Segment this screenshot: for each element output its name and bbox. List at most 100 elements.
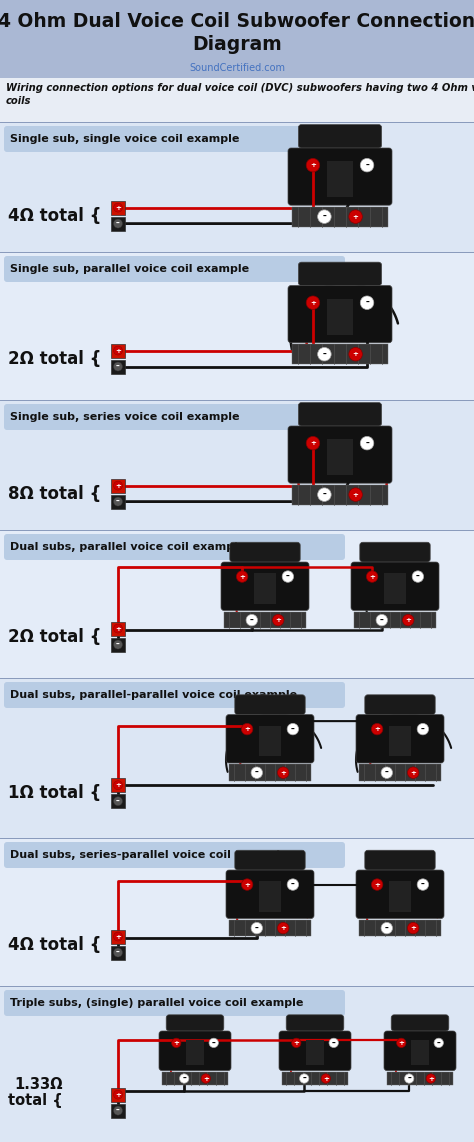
FancyBboxPatch shape [4, 404, 345, 431]
Circle shape [246, 614, 257, 626]
Circle shape [318, 210, 331, 224]
Circle shape [318, 347, 331, 361]
Bar [111, 1087, 125, 1102]
Text: +: + [310, 299, 316, 306]
Text: +: + [280, 925, 286, 931]
Circle shape [113, 932, 122, 941]
Text: –: – [116, 797, 120, 806]
Bar [327, 298, 353, 335]
Circle shape [349, 347, 362, 361]
Bar [0, 252, 474, 400]
Text: Single sub, series voice coil example: Single sub, series voice coil example [10, 412, 239, 423]
Bar [224, 612, 306, 628]
Circle shape [113, 797, 122, 805]
Circle shape [417, 879, 428, 891]
Text: +: + [398, 1040, 404, 1046]
Text: 2Ω total {: 2Ω total { [8, 628, 101, 645]
Circle shape [404, 1073, 414, 1084]
Text: +: + [173, 1040, 179, 1046]
Text: SoundCertified.com: SoundCertified.com [189, 63, 285, 73]
Text: –: – [385, 769, 389, 778]
Bar [0, 530, 474, 678]
Bar [186, 1040, 204, 1065]
Text: +: + [428, 1076, 434, 1081]
Circle shape [366, 571, 378, 582]
Circle shape [113, 481, 122, 490]
Bar [229, 919, 310, 936]
Circle shape [408, 767, 419, 779]
Text: –: – [286, 572, 290, 581]
Text: +: + [369, 573, 375, 579]
Text: +: + [280, 770, 286, 775]
Circle shape [113, 219, 122, 228]
Circle shape [434, 1038, 443, 1047]
Bar [306, 1040, 324, 1065]
Circle shape [372, 723, 383, 734]
Bar [389, 725, 411, 756]
Text: –: – [385, 924, 389, 933]
Text: Triple subs, (single) parallel voice coil example: Triple subs, (single) parallel voice coi… [10, 998, 303, 1008]
Circle shape [360, 296, 374, 309]
Text: +: + [115, 204, 121, 210]
Text: –: – [407, 1073, 411, 1083]
FancyBboxPatch shape [4, 256, 345, 282]
Circle shape [360, 436, 374, 450]
Bar [0, 678, 474, 838]
Circle shape [292, 1038, 301, 1047]
Text: 4Ω total {: 4Ω total { [8, 935, 101, 954]
Text: –: – [116, 640, 120, 649]
Text: –: – [116, 1107, 120, 1115]
Text: –: – [302, 1073, 306, 1083]
Text: –: – [250, 616, 254, 625]
Circle shape [113, 346, 122, 355]
Circle shape [408, 923, 419, 934]
Bar [111, 1103, 125, 1118]
Circle shape [237, 571, 248, 582]
Bar [162, 1071, 228, 1085]
FancyBboxPatch shape [299, 263, 382, 286]
Bar [411, 1040, 429, 1065]
Text: +: + [353, 352, 358, 357]
Circle shape [251, 923, 263, 934]
Text: 2Ω total {: 2Ω total { [8, 349, 101, 368]
Circle shape [397, 1038, 406, 1047]
Text: +: + [310, 440, 316, 447]
Circle shape [180, 1073, 189, 1084]
Bar [354, 612, 436, 628]
Circle shape [318, 488, 331, 501]
Text: +: + [244, 882, 250, 887]
Text: –: – [332, 1038, 336, 1047]
Bar [292, 345, 388, 364]
Text: +: + [115, 626, 121, 632]
Text: –: – [416, 572, 420, 581]
Circle shape [209, 1038, 219, 1047]
Text: –: – [421, 725, 425, 733]
Circle shape [300, 1073, 309, 1084]
Text: –: – [116, 497, 120, 506]
Circle shape [412, 571, 424, 582]
Text: +: + [203, 1076, 209, 1081]
Text: –: – [365, 439, 369, 448]
Circle shape [402, 614, 414, 626]
Bar [254, 573, 276, 604]
Text: –: – [437, 1038, 441, 1047]
Text: +: + [115, 782, 121, 788]
Circle shape [287, 723, 299, 734]
Circle shape [306, 296, 320, 309]
Bar [111, 778, 125, 793]
Circle shape [113, 1107, 122, 1115]
Text: 1Ω total {: 1Ω total { [8, 785, 101, 802]
FancyBboxPatch shape [356, 715, 444, 763]
Bar [0, 986, 474, 1142]
FancyBboxPatch shape [4, 990, 345, 1016]
FancyBboxPatch shape [288, 286, 392, 343]
FancyBboxPatch shape [4, 842, 345, 868]
Bar [282, 1071, 348, 1085]
Bar [292, 484, 388, 505]
FancyBboxPatch shape [356, 870, 444, 918]
Text: –: – [116, 219, 120, 228]
FancyBboxPatch shape [235, 694, 305, 715]
Circle shape [113, 362, 122, 371]
Bar [111, 494, 125, 508]
FancyBboxPatch shape [360, 542, 430, 562]
